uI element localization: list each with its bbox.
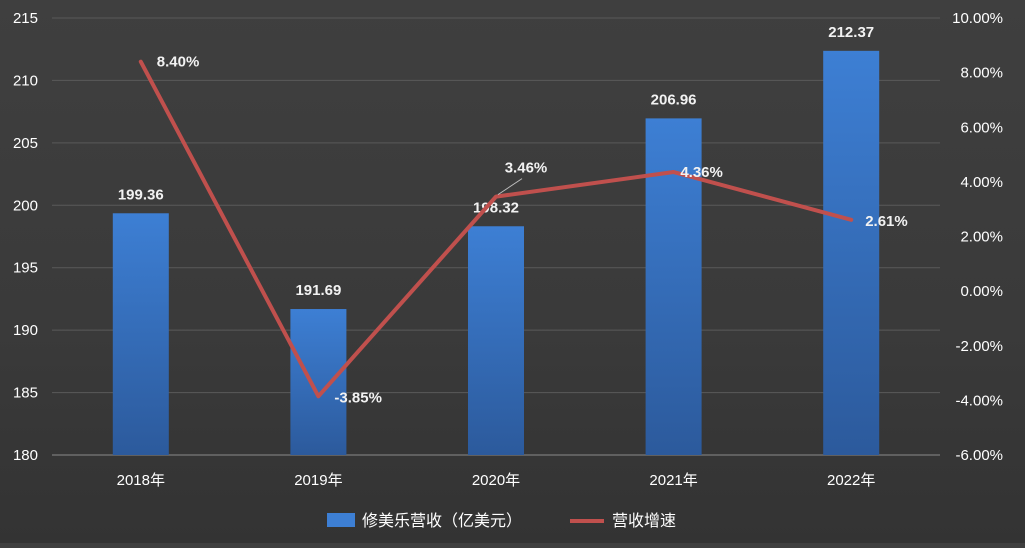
bar [468, 226, 524, 455]
y-left-tick-label: 215 [13, 10, 38, 27]
y-left-tick-label: 210 [13, 72, 38, 89]
y-right-tick-label: 2.00% [960, 229, 1003, 246]
line-data-label: 8.40% [157, 54, 200, 71]
y-left-tick-label: 195 [13, 260, 38, 277]
bar-data-label: 191.69 [295, 282, 341, 299]
y-right-tick-label: -4.00% [955, 392, 1003, 409]
y-right-tick-label: -2.00% [955, 338, 1003, 355]
y-left-tick-label: 190 [13, 322, 38, 339]
legend-line-label: 营收增速 [612, 512, 676, 530]
y-right-tick-label: 10.00% [952, 10, 1003, 27]
legend-bar-label: 修美乐营收（亿美元） [362, 512, 522, 530]
bar-data-label: 199.36 [118, 186, 164, 203]
x-category-label: 2020年 [472, 472, 520, 489]
line-data-label: 2.61% [865, 213, 908, 230]
bar-data-label: 206.96 [651, 91, 697, 108]
line-data-label: 4.36% [680, 164, 723, 181]
leader-line [497, 178, 523, 196]
line-data-label: 3.46% [505, 160, 548, 177]
x-category-label: 2021年 [649, 472, 697, 489]
y-left-tick-label: 180 [13, 447, 38, 464]
line-data-label: -3.85% [334, 389, 382, 406]
x-category-label: 2022年 [827, 472, 875, 489]
y-left-tick-label: 205 [13, 135, 38, 152]
y-right-tick-label: 4.00% [960, 174, 1003, 191]
bar [112, 213, 169, 455]
bar [290, 309, 347, 455]
y-right-tick-label: 6.00% [960, 119, 1003, 136]
y-left-tick-label: 200 [13, 197, 38, 214]
bar-data-label: 212.37 [828, 24, 874, 41]
x-category-label: 2018年 [117, 472, 165, 489]
bar [823, 50, 880, 455]
y-right-tick-label: 0.00% [960, 283, 1003, 300]
y-right-tick-label: 8.00% [960, 65, 1003, 82]
legend-bar-swatch [327, 513, 355, 527]
y-right-tick-label: -6.00% [955, 447, 1003, 464]
growth-line [138, 59, 854, 399]
x-category-label: 2019年 [294, 472, 342, 489]
y-left-tick-label: 185 [13, 385, 38, 402]
